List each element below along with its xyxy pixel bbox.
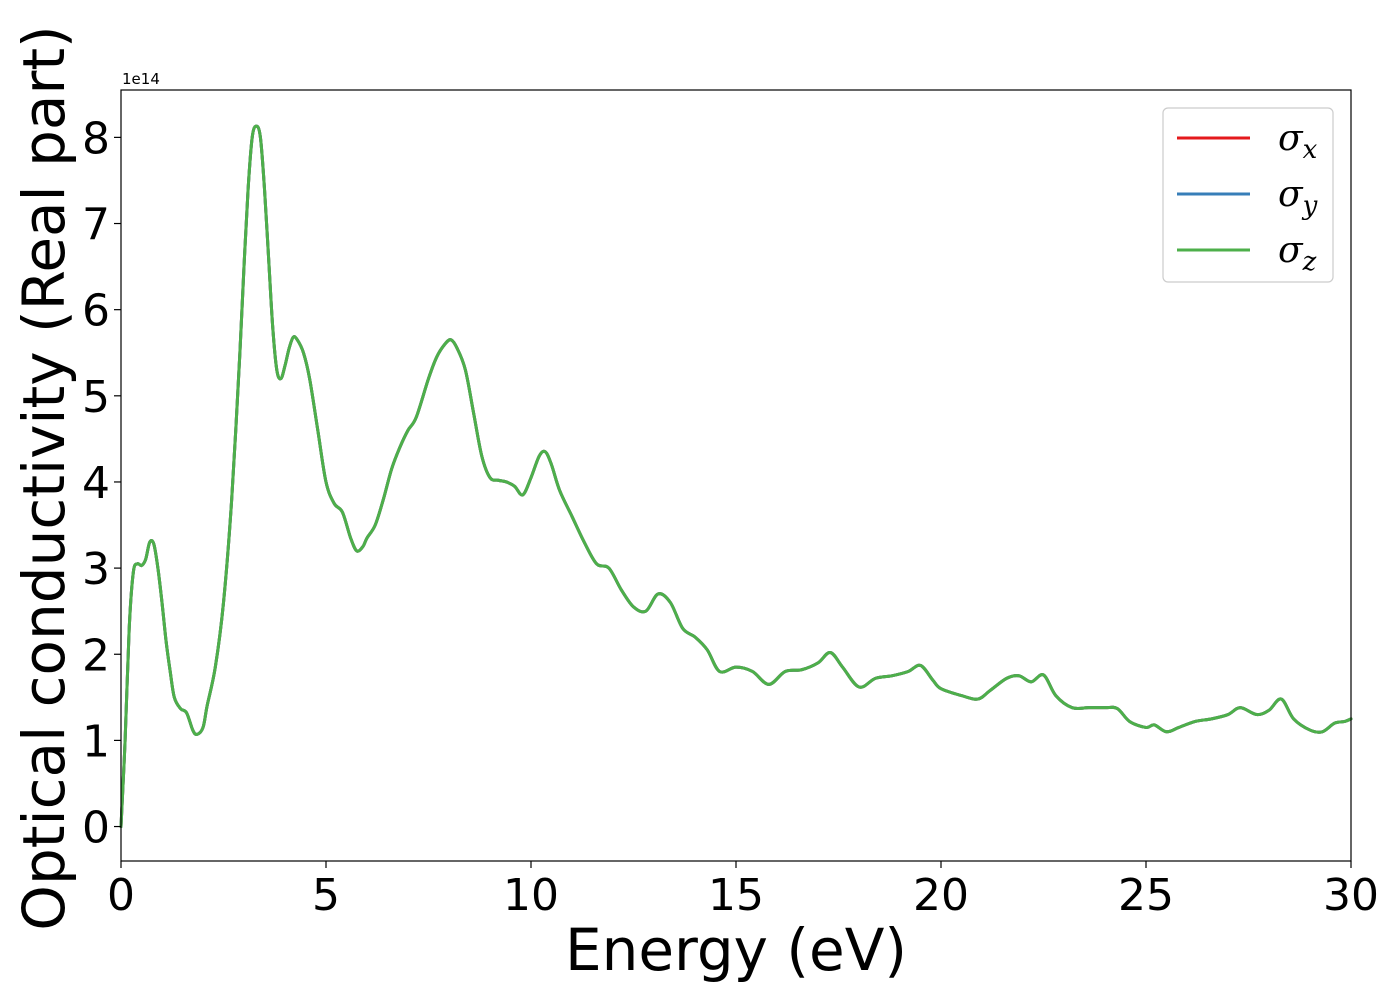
y-tick-label: 6 xyxy=(82,286,110,337)
x-axis-ticks: 0 5 10 15 20 25 30 xyxy=(107,861,1379,921)
y-axis-ticks: 0 1 2 3 4 5 6 7 8 xyxy=(82,113,121,854)
y-tick-label: 2 xyxy=(82,630,110,681)
legend-label-sigma-z: σz xyxy=(1278,230,1317,277)
y-tick-label: 1 xyxy=(82,716,110,767)
x-tick-label: 5 xyxy=(312,870,340,921)
x-tick-label: 20 xyxy=(913,870,969,921)
y-tick-label: 3 xyxy=(82,544,110,595)
series-layer xyxy=(119,124,1353,829)
x-tick-label: 25 xyxy=(1118,870,1174,921)
legend-label-sigma-y: σy xyxy=(1278,174,1318,221)
legend: σx σy σz xyxy=(1162,107,1334,283)
y-offset-label: 1e14 xyxy=(122,70,160,88)
legend-label-sigma-x: σx xyxy=(1278,118,1318,165)
x-axis-label: Energy (eV) xyxy=(565,916,907,984)
x-tick-label: 10 xyxy=(503,870,559,921)
x-tick-label: 15 xyxy=(708,870,764,921)
y-tick-label: 5 xyxy=(82,372,110,423)
y-tick-label: 8 xyxy=(82,113,110,164)
x-tick-label: 0 xyxy=(107,870,135,921)
y-tick-label: 4 xyxy=(82,458,110,509)
series-line-sigma-z xyxy=(119,124,1353,829)
x-tick-label: 30 xyxy=(1323,870,1379,921)
y-axis-label: Optical conductivity (Real part) xyxy=(10,25,78,930)
y-tick-label: 7 xyxy=(82,200,110,251)
y-tick-label: 0 xyxy=(82,803,110,854)
